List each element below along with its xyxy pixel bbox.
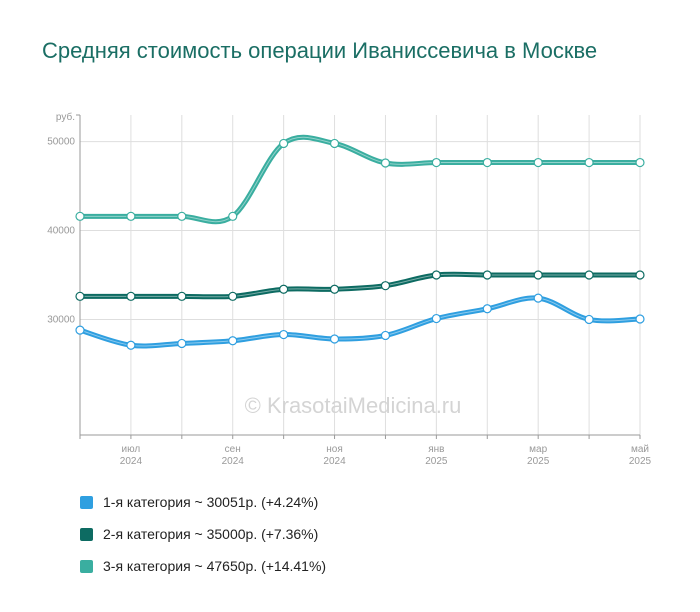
data-point[interactable] [126,211,136,221]
data-point[interactable] [228,211,238,221]
series-line-2 [77,271,643,300]
data-point[interactable] [75,325,85,335]
data-point[interactable] [482,157,492,168]
data-point[interactable] [584,270,594,280]
legend: 1-я категория ~ 30051р. (+4.24%) 2-я кат… [80,486,326,582]
x-tick-year: 2024 [222,456,245,467]
data-point[interactable] [75,211,85,221]
x-tick-year: 2025 [629,456,652,467]
data-point[interactable] [431,157,441,168]
x-tick-year: 2024 [323,456,346,467]
legend-swatch-1 [80,495,93,509]
legend-label-2: 2-я категория ~ 35000р. (+7.36%) [103,526,319,542]
watermark: © KrasotaiMedicina.ru [245,393,462,418]
legend-label-3: 3-я категория ~ 47650р. (+14.41%) [103,558,327,574]
y-tick-label: 50000 [47,137,75,148]
x-tick-month: ноя [326,444,343,455]
data-point[interactable] [431,313,441,324]
x-tick-year: 2025 [425,456,448,467]
legend-item-2[interactable]: 2-я категория ~ 35000р. (+7.36%) [80,518,326,550]
y-tick-label: 40000 [47,226,75,237]
data-point[interactable] [177,338,187,349]
legend-item-1[interactable]: 1-я категория ~ 30051р. (+4.24%) [80,486,326,518]
data-point[interactable] [329,334,340,344]
x-tick-year: 2024 [120,456,143,467]
data-point[interactable] [75,291,85,301]
x-tick-month: июл [122,444,141,455]
data-point[interactable] [329,284,340,294]
series-line-highlight-3 [79,136,641,223]
x-tick-month: сен [225,444,241,455]
data-point[interactable] [635,270,645,280]
x-tick-month: май [631,444,649,455]
data-point[interactable] [279,284,289,294]
data-point[interactable] [584,157,594,168]
y-axis-ticks: 30000 40000 50000 [47,137,75,326]
data-point[interactable] [431,270,441,280]
data-point[interactable] [329,138,340,149]
x-tick-year: 2025 [527,456,550,467]
data-point[interactable] [584,314,594,325]
data-point[interactable] [380,281,391,291]
data-point[interactable] [228,291,238,301]
legend-swatch-2 [80,527,93,541]
series-points [75,138,645,350]
data-point[interactable] [279,138,289,149]
y-tick-label: 30000 [47,314,75,325]
series-line-3 [77,134,643,225]
legend-swatch-3 [80,559,93,573]
x-tick-month: янв [428,444,444,455]
x-tick-month: мар [529,444,547,455]
legend-label-1: 1-я категория ~ 30051р. (+4.24%) [103,494,319,510]
chart-title: Средняя стоимость операции Иванисcевича … [42,38,598,63]
series-lines [77,134,643,349]
data-point[interactable] [228,336,238,346]
data-point[interactable] [380,158,391,168]
legend-item-3[interactable]: 3-я категория ~ 47650р. (+14.41%) [80,550,326,582]
data-point[interactable] [380,330,391,341]
data-point[interactable] [533,157,543,168]
data-point[interactable] [126,291,136,301]
data-point[interactable] [177,211,187,221]
y-unit-label: руб. [56,111,75,123]
data-point[interactable] [279,329,289,340]
data-point[interactable] [533,270,543,280]
data-point[interactable] [533,293,543,303]
data-point[interactable] [126,340,136,350]
data-point[interactable] [177,291,187,301]
x-axis-ticks: июл2024сен2024ноя2024янв2025мар2025май20… [120,444,652,467]
data-point[interactable] [482,270,492,280]
data-point[interactable] [482,304,492,314]
data-point[interactable] [635,157,645,168]
data-point[interactable] [635,314,645,324]
